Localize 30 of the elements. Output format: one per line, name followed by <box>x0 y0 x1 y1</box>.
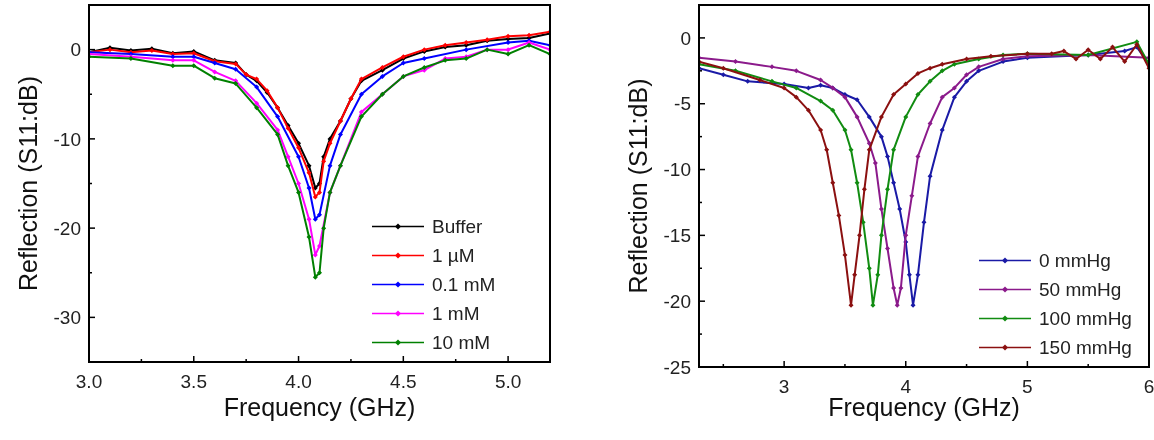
y-tick-label: -5 <box>674 93 691 115</box>
legend-label: 150 mmHg <box>1039 337 1132 359</box>
x-tick-label: 5.0 <box>494 371 522 392</box>
x-axis-title: Frequency (GHz) <box>223 393 416 421</box>
y-tick-label: -20 <box>53 217 81 239</box>
x-tick-label: 5 <box>1022 376 1033 397</box>
legend-label: 0.1 mM <box>432 274 496 296</box>
x-tick-label: 3.5 <box>180 371 207 392</box>
y-axis-title: Reflection (S11:dB) <box>624 78 652 294</box>
legend-label: 1 mM <box>432 303 480 325</box>
legend-label: Buffer <box>432 216 484 238</box>
y-tick-label: -30 <box>53 307 81 329</box>
legend-label: 1 µM <box>432 245 475 267</box>
x-tick-label: 3.0 <box>75 371 103 392</box>
y-tick-label: -25 <box>663 356 691 378</box>
legend-label: 100 mmHg <box>1039 308 1132 330</box>
y-tick-label: -15 <box>663 225 691 247</box>
y-axis-title: Reflection (S11:dB) <box>14 76 42 291</box>
x-tick-label: 6 <box>1143 376 1154 397</box>
y-tick-label: -10 <box>53 128 81 150</box>
legend-label: 0 mmHg <box>1039 250 1111 272</box>
y-tick-label: -10 <box>663 159 691 181</box>
x-tick-label: 3 <box>778 376 790 397</box>
legend-label: 10 mM <box>432 332 491 354</box>
y-tick-label: 0 <box>680 27 691 49</box>
legend-label: 50 mmHg <box>1039 279 1122 301</box>
x-tick-label: 4.0 <box>285 371 312 392</box>
x-tick-label: 4.5 <box>390 371 417 392</box>
y-tick-label: -20 <box>663 290 691 312</box>
y-tick-label: 0 <box>70 39 81 61</box>
